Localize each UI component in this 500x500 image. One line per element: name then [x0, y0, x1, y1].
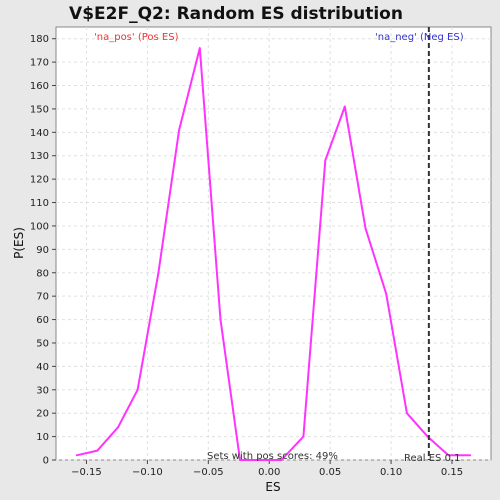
y-axis-title: P(ES) [12, 227, 26, 259]
x-tick-label: −0.10 [132, 467, 163, 478]
y-tick-label: 110 [30, 198, 49, 209]
gridlines [56, 27, 491, 461]
data-point [280, 459, 283, 461]
data-point [385, 292, 388, 295]
data-point [157, 271, 160, 274]
series-line [76, 47, 471, 461]
y-tick-label: 10 [36, 432, 49, 443]
sets-with-pos-label: Sets with pos scores: 49% [207, 451, 338, 462]
data-point [302, 435, 305, 438]
data-point [219, 318, 222, 321]
data-point [406, 412, 408, 415]
x-tick-label: 0.10 [380, 467, 402, 478]
data-point [364, 227, 367, 230]
y-tick-label: 20 [36, 409, 49, 420]
data-point [469, 454, 472, 457]
y-tick-label: 50 [36, 338, 49, 349]
y-tick-label: 150 [30, 104, 49, 115]
x-tick-label: −0.15 [71, 467, 102, 478]
x-tick-label: 0.15 [441, 467, 463, 478]
data-point [447, 454, 450, 457]
y-tick-label: 170 [30, 58, 49, 69]
plot-area [55, 26, 492, 461]
data-point [178, 129, 180, 131]
real-es-label: Real ES 0.1 [404, 453, 460, 464]
data-point [198, 47, 201, 49]
axes: 0 10 20 30 40 50 60 70 80 90 100 110 120 130 140 150 160… [30, 34, 463, 478]
series-layer [75, 47, 472, 461]
y-tick-label: 40 [36, 362, 49, 373]
data-point [324, 159, 327, 162]
y-tick-label: 140 [30, 128, 49, 139]
y-tick-label: 70 [36, 292, 49, 303]
y-tick-label: 130 [30, 151, 49, 162]
x-tick-label: 0.00 [258, 467, 280, 478]
chart-title: V$E2F_Q2: Random ES distribution [69, 4, 403, 24]
pos-es-label: 'na_pos' (Pos ES) [94, 32, 179, 43]
data-point [117, 426, 120, 429]
y-tick-label: 80 [36, 268, 49, 279]
x-tick-label: 0.05 [319, 467, 341, 478]
y-tick-label: 160 [30, 81, 49, 92]
y-tick-label: 60 [36, 315, 49, 326]
data-point [96, 449, 99, 452]
y-tick-label: 180 [30, 34, 49, 45]
x-axis-title: ES [265, 480, 280, 494]
y-tick-label: 120 [30, 175, 49, 186]
y-tick-label: 30 [36, 385, 49, 396]
data-point [75, 454, 78, 457]
data-point [343, 105, 346, 108]
data-point [136, 388, 139, 391]
y-tick-label: 100 [30, 221, 49, 232]
y-tick-label: 0 [43, 456, 49, 467]
data-point [259, 459, 262, 461]
neg-es-label: 'na_neg' (Neg ES) [375, 32, 464, 43]
y-tick-label: 90 [36, 245, 49, 256]
x-tick-label: −0.05 [193, 467, 224, 478]
data-point [239, 459, 241, 461]
